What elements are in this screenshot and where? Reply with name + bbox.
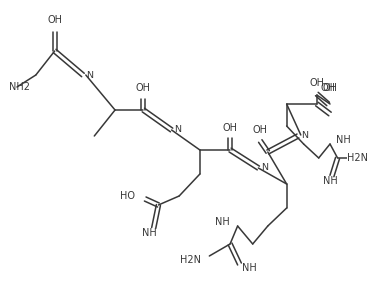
Text: NH2: NH2 xyxy=(10,82,31,92)
Text: NH: NH xyxy=(215,217,230,227)
Text: OH: OH xyxy=(321,83,336,93)
Text: NH: NH xyxy=(142,228,156,238)
Text: N: N xyxy=(174,125,181,135)
Text: N: N xyxy=(261,164,268,173)
Text: NH: NH xyxy=(243,263,257,273)
Text: OH: OH xyxy=(309,78,324,88)
Text: OH: OH xyxy=(136,83,151,93)
Text: OH: OH xyxy=(47,15,62,25)
Text: HO: HO xyxy=(120,191,135,201)
Text: NH: NH xyxy=(323,176,337,186)
Text: H2N: H2N xyxy=(180,255,201,265)
Text: N: N xyxy=(86,70,93,80)
Text: OH: OH xyxy=(322,83,337,93)
Text: OH: OH xyxy=(253,125,268,135)
Text: H2N: H2N xyxy=(347,153,368,163)
Text: NH: NH xyxy=(336,135,350,145)
Text: OH: OH xyxy=(223,123,238,133)
Text: N: N xyxy=(301,131,308,140)
